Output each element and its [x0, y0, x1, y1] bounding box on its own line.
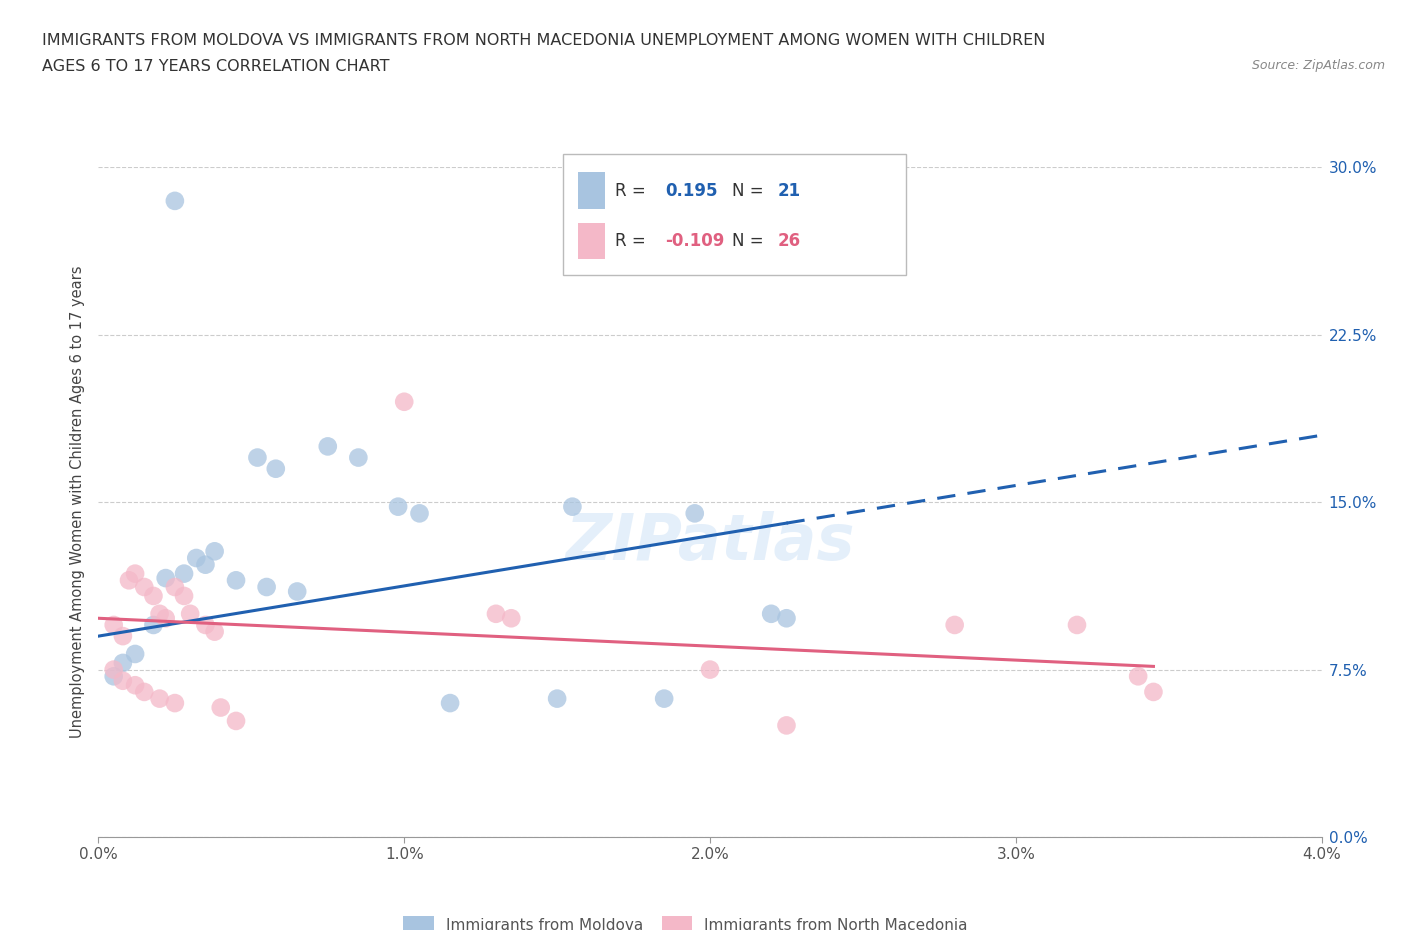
Legend: Immigrants from Moldova, Immigrants from North Macedonia: Immigrants from Moldova, Immigrants from… — [395, 909, 976, 930]
Point — [103, 618, 125, 632]
Text: IMMIGRANTS FROM MOLDOVA VS IMMIGRANTS FROM NORTH MACEDONIA UNEMPLOYMENT AMONG WO: IMMIGRANTS FROM MOLDOVA VS IMMIGRANTS FR… — [42, 33, 1046, 47]
Point — [285, 584, 308, 599]
Point — [264, 461, 287, 476]
Text: N =: N = — [733, 232, 769, 250]
Point — [103, 662, 125, 677]
Point — [124, 566, 146, 581]
Point — [155, 611, 177, 626]
Text: AGES 6 TO 17 YEARS CORRELATION CHART: AGES 6 TO 17 YEARS CORRELATION CHART — [42, 59, 389, 73]
Point — [179, 606, 201, 621]
Point — [111, 629, 134, 644]
FancyBboxPatch shape — [564, 154, 905, 274]
Point — [163, 193, 186, 208]
Point — [194, 618, 217, 632]
Point — [652, 691, 675, 706]
Point — [103, 669, 125, 684]
Point — [173, 589, 195, 604]
Point — [134, 684, 156, 699]
Text: N =: N = — [733, 182, 769, 200]
Point — [225, 573, 247, 588]
Point — [501, 611, 523, 626]
Point — [194, 557, 217, 572]
Point — [256, 579, 278, 594]
Point — [163, 579, 186, 594]
Point — [111, 656, 134, 671]
Point — [186, 551, 208, 565]
Point — [173, 566, 195, 581]
Point — [149, 691, 172, 706]
Y-axis label: Unemployment Among Women with Children Ages 6 to 17 years: Unemployment Among Women with Children A… — [70, 266, 86, 738]
Text: -0.109: -0.109 — [665, 232, 724, 250]
Point — [759, 606, 782, 621]
Point — [204, 624, 226, 639]
FancyBboxPatch shape — [578, 222, 605, 259]
FancyBboxPatch shape — [578, 172, 605, 209]
Text: Source: ZipAtlas.com: Source: ZipAtlas.com — [1251, 59, 1385, 72]
Point — [134, 579, 156, 594]
Point — [204, 544, 226, 559]
Point — [111, 673, 134, 688]
Point — [124, 678, 146, 693]
Point — [1128, 669, 1150, 684]
Point — [439, 696, 461, 711]
Point — [392, 394, 416, 409]
Point — [408, 506, 430, 521]
Point — [124, 646, 146, 661]
Point — [1066, 618, 1088, 632]
Point — [149, 606, 172, 621]
Point — [118, 573, 141, 588]
Point — [347, 450, 370, 465]
Text: 21: 21 — [778, 182, 800, 200]
Point — [775, 611, 797, 626]
Text: R =: R = — [614, 232, 651, 250]
Point — [142, 618, 165, 632]
Point — [561, 499, 583, 514]
Text: 26: 26 — [778, 232, 800, 250]
Point — [316, 439, 339, 454]
Point — [225, 713, 247, 728]
Point — [1142, 684, 1164, 699]
Point — [683, 506, 706, 521]
Point — [546, 691, 568, 706]
Point — [246, 450, 269, 465]
Text: R =: R = — [614, 182, 651, 200]
Text: ZIPatlas: ZIPatlas — [565, 512, 855, 574]
Point — [387, 499, 409, 514]
Point — [775, 718, 797, 733]
Point — [485, 606, 508, 621]
Point — [699, 662, 721, 677]
Point — [943, 618, 966, 632]
Text: 0.195: 0.195 — [665, 182, 717, 200]
Point — [142, 589, 165, 604]
Point — [163, 696, 186, 711]
Point — [209, 700, 232, 715]
Point — [155, 571, 177, 586]
